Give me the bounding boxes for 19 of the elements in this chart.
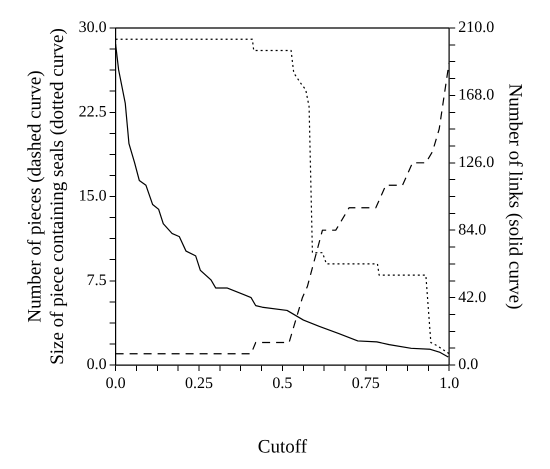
y-tick-label: 7.5: [86, 272, 107, 289]
y-tick-label: 0.0: [86, 356, 107, 374]
x-tick-label: 0.5: [272, 374, 292, 392]
y2-tick-label: 0.0: [458, 356, 478, 374]
x-axis-title: Cutoff: [258, 436, 308, 458]
x-tick-label: 0.25: [185, 374, 213, 392]
x-tick-label: 1.0: [439, 374, 460, 392]
y2-tick-label: 126.0: [458, 154, 494, 172]
y2-tick-label: 42.0: [458, 288, 486, 306]
y-tick-label: 22.5: [78, 103, 107, 120]
y2-tick-label: 210.0: [458, 19, 494, 36]
x-tick-label: 0.0: [106, 374, 126, 392]
y2-tick-label: 84.0: [458, 221, 486, 238]
y-tick-label: 15.0: [78, 188, 107, 205]
y2-axis-title: Number of links (solid curve): [504, 84, 526, 310]
y-axis-title: Number of pieces (dashed curve) Size of piece containing seals (dotted curve): [24, 28, 68, 365]
y-tick-label: 30.0: [78, 19, 107, 36]
x-tick-label: 0.75: [352, 374, 380, 392]
y2-tick-label: 168.0: [458, 86, 494, 104]
